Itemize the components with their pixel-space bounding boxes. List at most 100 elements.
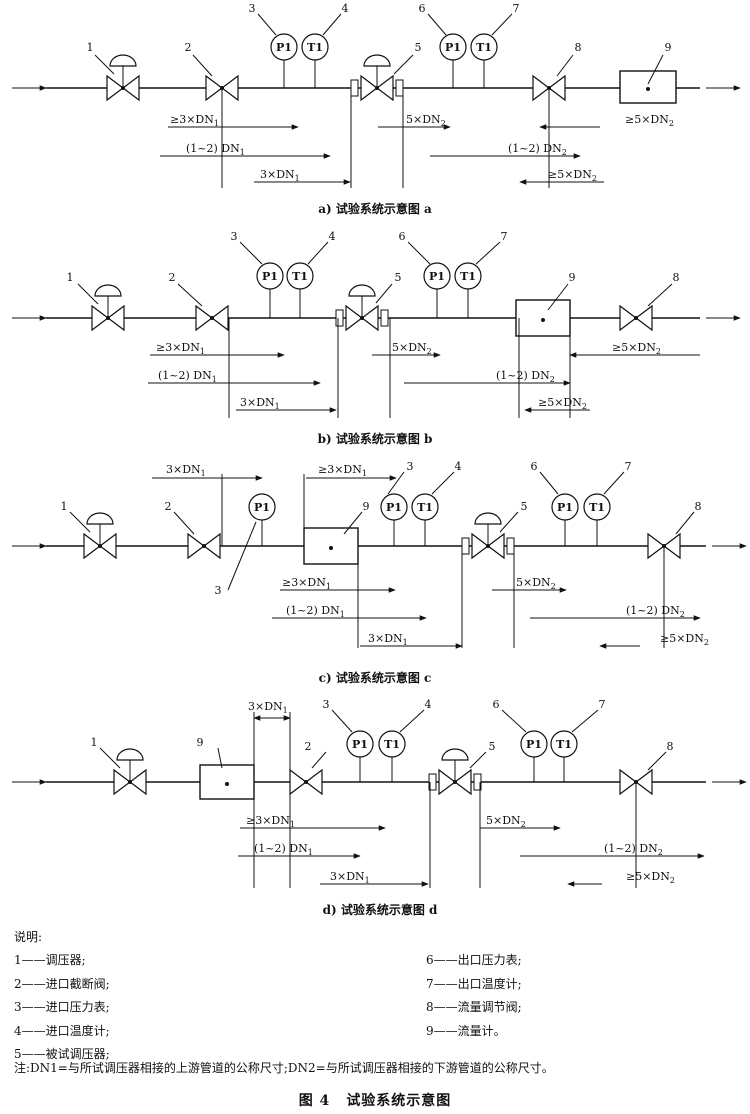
footnote: 注:DN1=与所试调压器相接的上游管道的公称尺寸;DN2=与所试调压器相接的下游… [14, 1061, 554, 1075]
dimension-label: (1~2) DN1 [158, 369, 217, 384]
item-number: 4 [425, 698, 432, 711]
item-number: 1 [61, 500, 68, 513]
leader-line [331, 709, 353, 733]
regulator-diaphragm [441, 748, 469, 761]
item-number: 9 [363, 500, 370, 513]
outlet-pressure-gauge [423, 262, 451, 290]
leader-line [322, 13, 342, 36]
item-number: 5 [489, 740, 496, 753]
regulator-diaphragm [116, 748, 144, 761]
leader-line [77, 283, 99, 305]
dimension-label: ≥5×DN2 [660, 632, 709, 647]
item-number: 8 [575, 41, 582, 54]
valve-dot [210, 316, 214, 320]
diagram-b: P1 T1 P1 T1 1 2 3 4 5 6 7 9 8 ≥3×DN1 (1~2) DN1 3×DN1 5×D… [12, 230, 741, 446]
leader-line [647, 283, 673, 307]
legend-heading: 说明: [14, 930, 43, 944]
inlet-thermometer-label: T1 [417, 501, 433, 514]
inlet-thermometer [286, 262, 314, 290]
diagram-a: P1 T1 P1 T1 1 2 3 4 5 6 7 8 9 ≥3×DN1 (1~2) DN1 3×DN1 5×D… [12, 2, 741, 216]
legend-item: 2——进口截断阀; [14, 977, 110, 991]
dimension-label: ≥5×DN2 [548, 168, 597, 183]
item-number: 4 [342, 2, 349, 15]
diagram-caption: d) 试验系统示意图 d [323, 902, 438, 917]
dimension-label: (1~2) DN2 [496, 369, 555, 384]
leader-line [475, 241, 501, 265]
dimension-label: 5×DN2 [392, 341, 432, 356]
leader-line [427, 13, 447, 36]
leader-line [94, 54, 115, 75]
leader-line [227, 521, 257, 591]
inlet-pressure-gauge-upstream-label: P1 [254, 501, 270, 514]
legend-item: 5——被试调压器; [14, 1047, 110, 1061]
leader-line [499, 511, 519, 533]
leader-line [217, 747, 223, 769]
dimension-label: 3×DN1 [260, 168, 300, 183]
figure-title-text: 试验系统示意图 [346, 1093, 452, 1109]
dimension-label: (1~2) DN1 [286, 604, 345, 619]
item-number: 3 [215, 584, 222, 597]
diagram-c: P1 P1 T1 P1 T1 1 2 3 9 3 4 5 6 7 8 3×DN1 ≥3×DN1 ≥3×DN1 (1~… [12, 460, 747, 685]
dimension-label: ≥5×DN2 [626, 870, 675, 885]
figure-title: 图 4 试验系统示意图 [0, 1090, 750, 1110]
dimension-label: ≥3×DN1 [318, 463, 367, 478]
item-number: 7 [599, 698, 606, 711]
leader-line [393, 54, 414, 75]
leader-line [675, 511, 695, 535]
dimension-label: ≥3×DN1 [246, 814, 295, 829]
regulator-diaphragm [363, 54, 391, 67]
item-number: 4 [329, 230, 336, 243]
flange [395, 79, 404, 97]
leader-line [491, 13, 513, 36]
inlet-thermometer [411, 493, 439, 521]
legend-item: 8——流量调节阀; [426, 1000, 522, 1014]
dimension-label: 3×DN1 [330, 870, 370, 885]
dimension-label: (1~2) DN2 [626, 604, 685, 619]
diagram-caption: c) 试验系统示意图 c [319, 670, 432, 685]
outlet-thermometer [454, 262, 482, 290]
outlet-pressure-gauge-label: P1 [429, 270, 445, 283]
dimension-label: (1~2) DN1 [254, 842, 313, 857]
meter-dot [646, 87, 650, 91]
diagram-caption: b) 试验系统示意图 b [318, 431, 433, 446]
outlet-pressure-gauge [520, 730, 548, 758]
diagram-d: P1 T1 P1 T1 1 9 2 3 4 5 6 7 8 3×DN1 ≥3×DN1 (1~2) DN1 3×D… [12, 698, 747, 917]
diagram-caption: a) 试验系统示意图 a [318, 201, 432, 216]
leader-line [647, 54, 664, 85]
item-number: 6 [399, 230, 406, 243]
leader-line [192, 54, 213, 77]
regulator-diaphragm [474, 512, 502, 525]
leader-line [177, 283, 203, 307]
leader-line [257, 13, 277, 36]
inlet-thermometer-label: T1 [307, 41, 323, 54]
item-number: 2 [165, 500, 172, 513]
dimension-label: 3×DN1 [240, 396, 280, 411]
leader-line [239, 241, 263, 265]
item-number: 3 [323, 698, 330, 711]
outlet-thermometer [470, 33, 498, 61]
dimension-label: 3×DN1 [368, 632, 408, 647]
figure-number: 图 4 [298, 1093, 331, 1109]
dimension-label: 5×DN2 [406, 113, 446, 128]
inlet-thermometer [301, 33, 329, 61]
item-number: 3 [249, 2, 256, 15]
legend-item: 4——进口温度计; [14, 1024, 110, 1038]
legend-item: 3——进口压力表; [14, 1000, 110, 1014]
test-system-diagram: P1 T1 P1 T1 1 2 3 4 5 6 7 8 9 ≥3×DN1 (1~2) DN1 3×DN1 5×D… [12, 2, 747, 917]
leader-line [399, 709, 425, 733]
meter-dot [329, 546, 333, 550]
item-number: 3 [231, 230, 238, 243]
item-number: 6 [493, 698, 500, 711]
regulator-diaphragm [86, 512, 114, 525]
leader-line [343, 511, 363, 535]
outlet-pressure-gauge-label: P1 [445, 41, 461, 54]
valve-dot [634, 316, 638, 320]
flange [461, 537, 470, 555]
item-number: 2 [305, 740, 312, 753]
regulator-diaphragm [109, 54, 137, 67]
item-number: 8 [667, 740, 674, 753]
leader-line [407, 241, 431, 265]
inlet-pressure-gauge [346, 730, 374, 758]
outlet-thermometer-label: T1 [556, 738, 572, 751]
item-number: 6 [419, 2, 426, 15]
